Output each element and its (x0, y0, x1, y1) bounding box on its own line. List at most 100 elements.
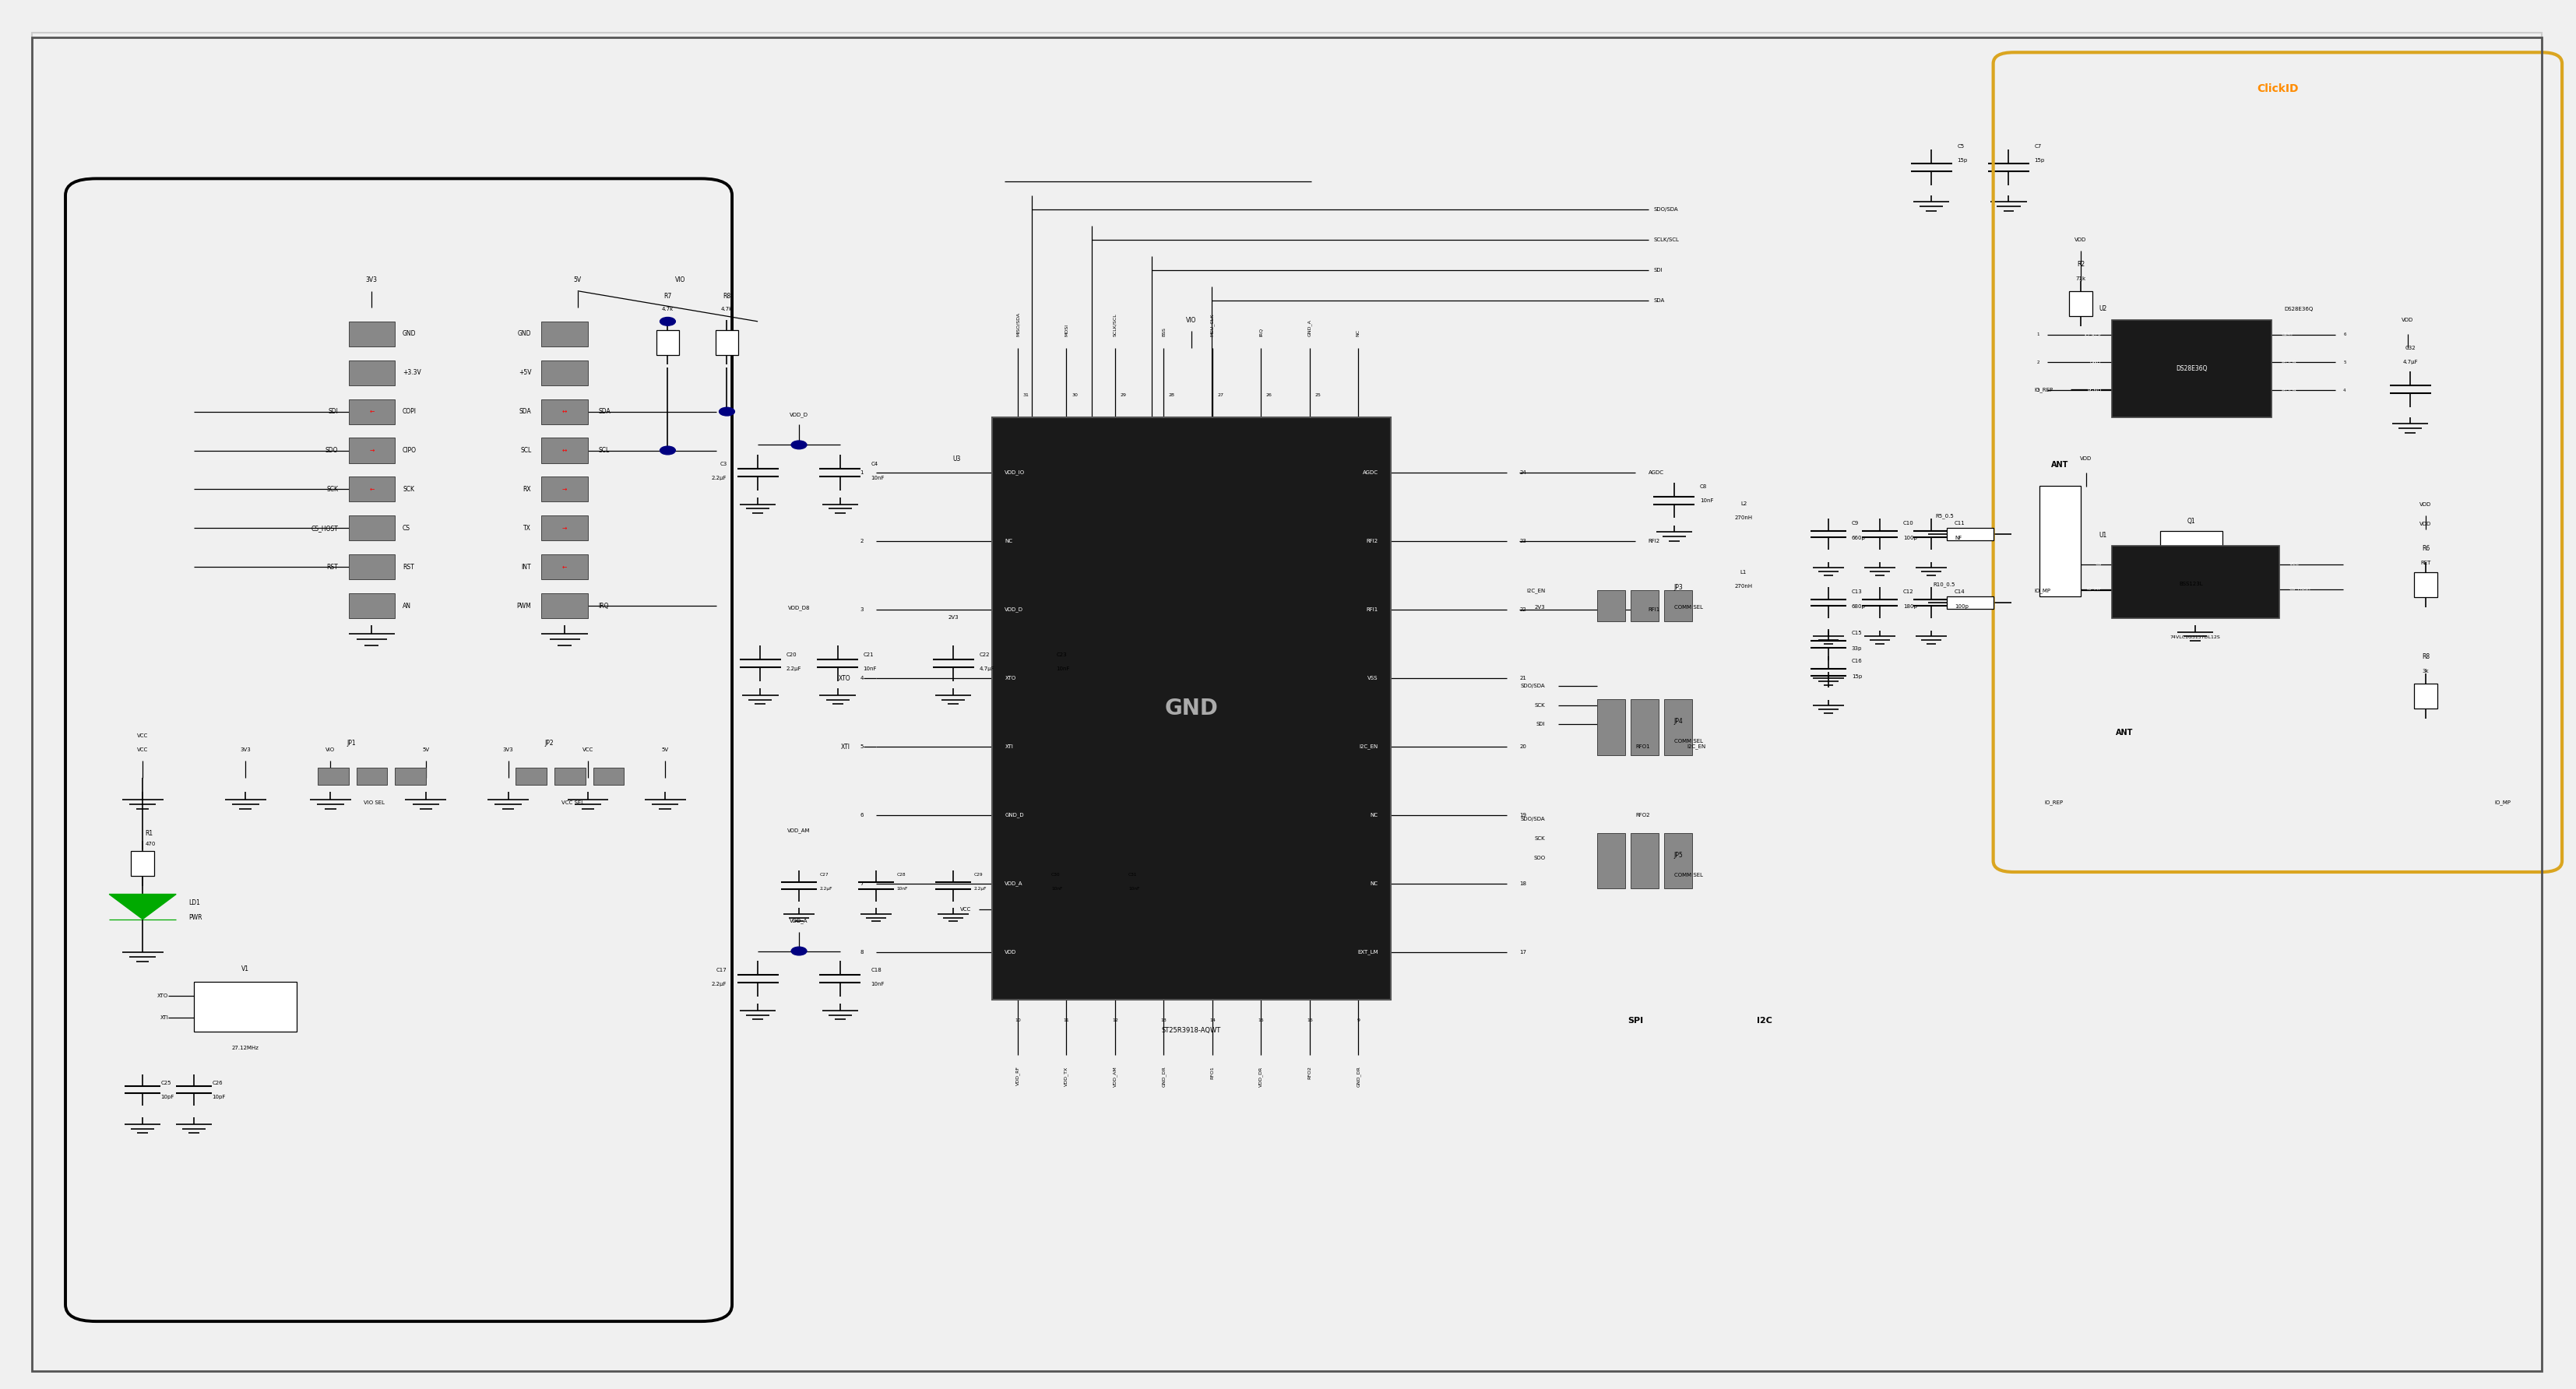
Text: 10nF: 10nF (1700, 499, 1713, 503)
Text: R8: R8 (2421, 654, 2429, 661)
Text: R8: R8 (724, 293, 732, 300)
Text: 71k: 71k (2076, 276, 2087, 281)
Text: NC: NC (1358, 329, 1360, 336)
Text: P(ODR: P(ODR (2282, 360, 2298, 364)
Text: 3: 3 (860, 607, 863, 613)
Text: LD1: LD1 (188, 899, 201, 906)
Text: 2V3: 2V3 (1535, 604, 1546, 610)
Text: 6: 6 (2344, 333, 2347, 336)
Text: ←: ← (562, 564, 567, 571)
Text: RFO1: RFO1 (1636, 745, 1651, 749)
Text: AGDC: AGDC (1649, 471, 1664, 475)
Text: 7: 7 (860, 882, 863, 886)
Bar (2112, 546, 2280, 618)
Text: →: → (562, 486, 567, 493)
Text: Q1: Q1 (2187, 518, 2195, 525)
Text: SDI: SDI (1654, 268, 1662, 272)
Text: C3: C3 (719, 463, 726, 467)
Text: SCLK/SCL: SCLK/SCL (1654, 238, 1680, 242)
Text: ClickID: ClickID (2257, 83, 2298, 94)
Text: 3V3: 3V3 (366, 276, 379, 283)
Text: 22: 22 (1520, 607, 1528, 613)
Text: 100p: 100p (1904, 536, 1917, 540)
Text: 10nF: 10nF (1128, 886, 1139, 890)
Text: R7: R7 (665, 293, 672, 300)
Text: 2.2µF: 2.2µF (974, 886, 987, 890)
Text: 8: 8 (860, 950, 863, 954)
Text: C18: C18 (871, 968, 881, 972)
Text: +3.3V: +3.3V (402, 369, 420, 376)
Text: SDO: SDO (325, 447, 337, 454)
Text: P(ODR: P(ODR (2282, 388, 2298, 392)
Text: 27: 27 (1218, 393, 1224, 397)
Text: VDD: VDD (2401, 318, 2414, 322)
Text: 2.2µF: 2.2µF (819, 886, 832, 890)
Text: AGDC: AGDC (1363, 471, 1378, 475)
Text: 470: 470 (144, 842, 155, 847)
Text: GND: GND (1164, 697, 1218, 720)
Text: ANT: ANT (2050, 461, 2069, 468)
Text: VDD: VDD (2419, 522, 2432, 526)
Bar (348, 515, 394, 540)
Text: I2C_EN: I2C_EN (1360, 745, 1378, 749)
Text: SCL: SCL (598, 447, 611, 454)
Text: IO_MP: IO_MP (2035, 588, 2050, 593)
Text: U2: U2 (2099, 306, 2107, 313)
Text: U1: U1 (2099, 532, 2107, 539)
Text: INT: INT (520, 564, 531, 571)
Text: 15p: 15p (1852, 674, 1862, 679)
Text: XTO: XTO (157, 993, 167, 997)
Text: SPI: SPI (1628, 1017, 1643, 1024)
Text: R1: R1 (144, 829, 152, 836)
Text: 5: 5 (2344, 360, 2347, 364)
Text: VDD_D: VDD_D (1005, 607, 1023, 613)
Text: 270nH: 270nH (1734, 515, 1752, 519)
Bar (1631, 833, 1659, 889)
Text: 680p: 680p (1852, 604, 1865, 610)
Text: C29: C29 (974, 872, 984, 876)
Text: VDD_RF: VDD_RF (1015, 1067, 1020, 1086)
Text: RST: RST (402, 564, 415, 571)
Text: VDD: VDD (2079, 457, 2092, 461)
Bar (541, 360, 587, 385)
Text: C11: C11 (1955, 521, 1965, 525)
Text: NC: NC (1370, 813, 1378, 818)
Text: 33p: 33p (1852, 646, 1862, 651)
Text: AN: AN (402, 603, 412, 610)
Text: C20: C20 (786, 653, 796, 657)
Text: RFI1: RFI1 (1649, 607, 1659, 613)
Text: 10nF: 10nF (863, 667, 876, 671)
Bar (1597, 590, 1625, 621)
Text: JP3: JP3 (1674, 585, 1682, 592)
Text: RFI1: RFI1 (1365, 607, 1378, 613)
Bar (1597, 833, 1625, 889)
Bar (541, 593, 587, 618)
Text: SDO/SDA: SDO/SDA (1654, 207, 1677, 211)
Text: COMM SEL: COMM SEL (1674, 872, 1703, 876)
Text: 11: 11 (1064, 1018, 1069, 1022)
Text: GND: GND (402, 331, 417, 338)
Text: 4: 4 (860, 676, 863, 681)
Circle shape (791, 440, 806, 449)
Bar (1664, 833, 1692, 889)
Text: 3V3: 3V3 (240, 747, 250, 753)
Text: C17: C17 (716, 968, 726, 972)
Bar (348, 593, 394, 618)
Text: JP4: JP4 (1674, 718, 1682, 725)
Text: 21: 21 (1520, 676, 1528, 681)
Text: NC: NC (1370, 882, 1378, 886)
Text: 25: 25 (1314, 393, 1321, 397)
Text: PWM: PWM (518, 603, 531, 610)
Text: C10: C10 (1904, 521, 1914, 525)
Text: I2C: I2C (1757, 1017, 1772, 1024)
Text: SCLK/SCL: SCLK/SCL (1113, 314, 1118, 336)
Text: C15: C15 (1852, 631, 1862, 636)
Text: 10nF: 10nF (871, 982, 884, 986)
Text: V1: V1 (242, 965, 250, 972)
Bar (541, 438, 587, 463)
Text: GND_DR: GND_DR (1355, 1067, 1360, 1088)
Text: XTO: XTO (1005, 676, 1015, 681)
Text: ←: ← (368, 408, 374, 415)
Text: 1: 1 (860, 471, 863, 475)
Text: 15: 15 (1257, 1018, 1265, 1022)
